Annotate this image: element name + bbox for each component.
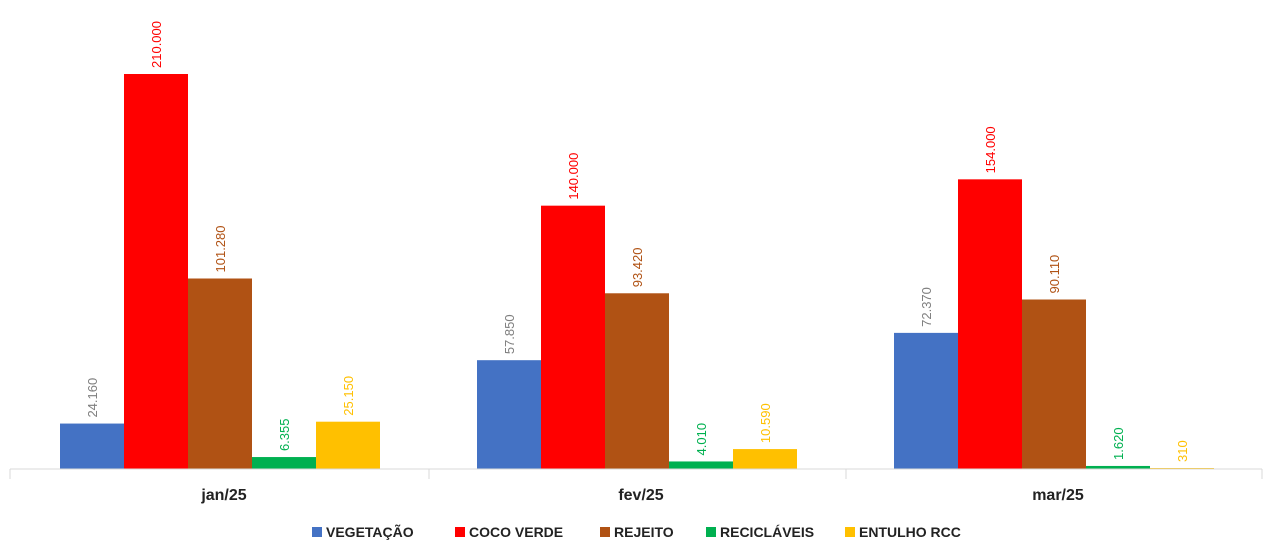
bar-2-2 [1022,299,1086,469]
category-label-2: mar/25 [1032,487,1084,504]
legend-label-3: RECICLÁVEIS [720,524,814,540]
value-labels-layer: 24.160 210.000 101.280 6.355 25.150 57.850 140… [85,21,1190,462]
legend-swatch-2 [600,527,610,537]
value-label-0-4: 25.150 [341,376,356,416]
category-ticks [9,469,1263,479]
value-label-0-1: 210.000 [149,21,164,68]
value-label-2-3: 1.620 [1111,427,1126,460]
bar-2-3 [1086,465,1150,469]
bar-0-4 [316,421,380,469]
value-label-1-1: 140.000 [566,153,581,200]
legend-swatch-4 [845,527,855,537]
category-label-0: jan/25 [200,487,246,504]
bar-1-2 [605,293,669,469]
value-label-0-2: 101.280 [213,225,228,272]
legend-swatch-0 [312,527,322,537]
bar-2-0 [894,332,958,469]
value-label-1-4: 10.590 [758,403,773,443]
category-labels: jan/25 fev/25 mar/25 [200,487,1084,504]
category-label-1: fev/25 [618,487,663,504]
value-label-1-2: 93.420 [630,248,645,288]
bar-1-0 [477,360,541,469]
legend-label-2: REJEITO [614,524,674,540]
value-label-0-3: 6.355 [277,418,292,451]
bar-0-0 [60,423,124,469]
legend-label-4: ENTULHO RCC [859,524,961,540]
legend-swatch-3 [706,527,716,537]
legend-label-1: COCO VERDE [469,524,563,540]
value-label-0-0: 24.160 [85,378,100,418]
bar-0-1 [124,74,188,469]
value-label-2-2: 90.110 [1047,255,1062,294]
legend-swatch-1 [455,527,465,537]
bar-1-4 [733,449,797,469]
bar-0-3 [252,457,316,469]
bar-2-1 [958,179,1022,470]
value-label-2-1: 154.000 [983,126,998,173]
value-label-1-0: 57.850 [502,314,517,354]
value-label-2-0: 72.370 [919,287,934,327]
bar-0-2 [188,278,252,469]
bar-1-3 [669,461,733,469]
legend-label-0: VEGETAÇÃO [326,523,414,540]
bar-1-1 [541,205,605,469]
value-label-1-3: 4.010 [694,423,709,456]
value-label-2-4: 310 [1175,440,1190,462]
legend: VEGETAÇÃO COCO VERDE REJEITO RECICLÁVEIS ENT… [312,523,961,540]
bars-layer [60,74,1214,470]
